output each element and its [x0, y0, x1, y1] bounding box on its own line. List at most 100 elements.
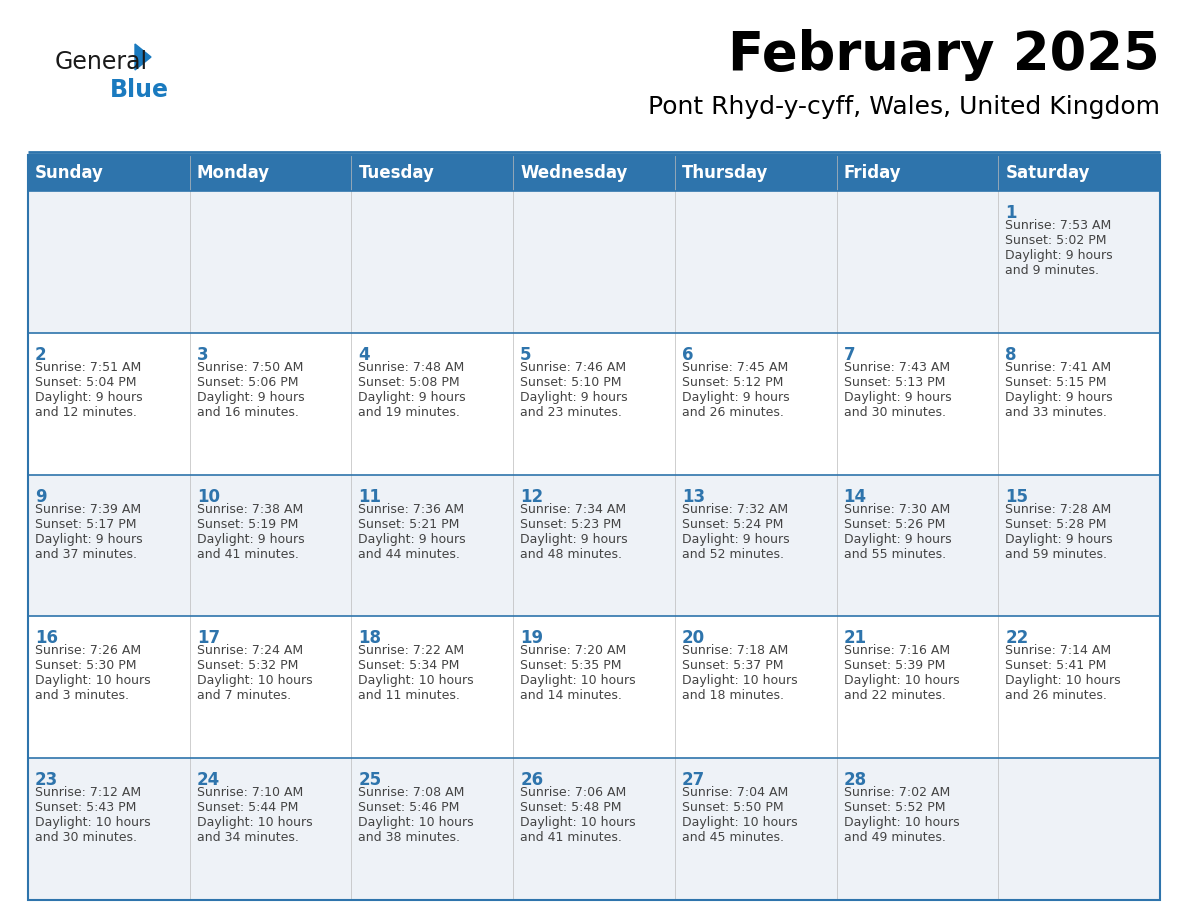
Text: 23: 23 [34, 771, 58, 789]
Text: Sunrise: 7:26 AM: Sunrise: 7:26 AM [34, 644, 141, 657]
Text: Daylight: 10 hours: Daylight: 10 hours [682, 816, 797, 829]
Text: General: General [55, 50, 148, 74]
FancyBboxPatch shape [29, 155, 1159, 191]
Text: 6: 6 [682, 346, 694, 364]
Text: Friday: Friday [843, 164, 902, 182]
Text: Daylight: 10 hours: Daylight: 10 hours [359, 816, 474, 829]
Text: Daylight: 9 hours: Daylight: 9 hours [34, 532, 143, 545]
Text: 24: 24 [197, 771, 220, 789]
Text: Sunset: 5:12 PM: Sunset: 5:12 PM [682, 375, 783, 389]
Text: and 14 minutes.: and 14 minutes. [520, 689, 623, 702]
Text: 8: 8 [1005, 346, 1017, 364]
Text: Daylight: 9 hours: Daylight: 9 hours [682, 532, 790, 545]
Text: Sunset: 5:08 PM: Sunset: 5:08 PM [359, 375, 460, 389]
FancyBboxPatch shape [29, 475, 1159, 616]
Text: and 41 minutes.: and 41 minutes. [520, 831, 623, 845]
Text: and 11 minutes.: and 11 minutes. [359, 689, 460, 702]
Text: Daylight: 9 hours: Daylight: 9 hours [843, 391, 952, 404]
Text: Daylight: 9 hours: Daylight: 9 hours [197, 532, 304, 545]
Text: 10: 10 [197, 487, 220, 506]
Text: and 37 minutes.: and 37 minutes. [34, 548, 137, 561]
Text: and 44 minutes.: and 44 minutes. [359, 548, 460, 561]
Text: 21: 21 [843, 630, 867, 647]
Text: Daylight: 9 hours: Daylight: 9 hours [1005, 249, 1113, 262]
Text: Tuesday: Tuesday [359, 164, 435, 182]
Text: Sunrise: 7:43 AM: Sunrise: 7:43 AM [843, 361, 949, 374]
Text: February 2025: February 2025 [728, 29, 1159, 81]
Text: Daylight: 10 hours: Daylight: 10 hours [34, 816, 151, 829]
Text: Daylight: 9 hours: Daylight: 9 hours [1005, 532, 1113, 545]
Text: and 7 minutes.: and 7 minutes. [197, 689, 291, 702]
FancyBboxPatch shape [29, 191, 1159, 333]
Text: Sunrise: 7:51 AM: Sunrise: 7:51 AM [34, 361, 141, 374]
Text: Sunset: 5:19 PM: Sunset: 5:19 PM [197, 518, 298, 531]
Text: and 9 minutes.: and 9 minutes. [1005, 264, 1099, 277]
Text: and 26 minutes.: and 26 minutes. [682, 406, 784, 419]
Text: Sunrise: 7:28 AM: Sunrise: 7:28 AM [1005, 502, 1112, 516]
Text: and 41 minutes.: and 41 minutes. [197, 548, 298, 561]
Text: and 59 minutes.: and 59 minutes. [1005, 548, 1107, 561]
Text: Sunset: 5:34 PM: Sunset: 5:34 PM [359, 659, 460, 672]
Text: Sunset: 5:15 PM: Sunset: 5:15 PM [1005, 375, 1107, 389]
Text: Sunday: Sunday [34, 164, 103, 182]
Text: 3: 3 [197, 346, 208, 364]
Text: and 22 minutes.: and 22 minutes. [843, 689, 946, 702]
Text: Sunrise: 7:45 AM: Sunrise: 7:45 AM [682, 361, 788, 374]
Text: Sunrise: 7:50 AM: Sunrise: 7:50 AM [197, 361, 303, 374]
Text: Sunset: 5:41 PM: Sunset: 5:41 PM [1005, 659, 1107, 672]
Text: Sunrise: 7:53 AM: Sunrise: 7:53 AM [1005, 219, 1112, 232]
Text: 20: 20 [682, 630, 704, 647]
FancyBboxPatch shape [29, 758, 1159, 900]
Text: Sunrise: 7:30 AM: Sunrise: 7:30 AM [843, 502, 950, 516]
Text: Sunset: 5:02 PM: Sunset: 5:02 PM [1005, 234, 1107, 247]
Text: Sunset: 5:39 PM: Sunset: 5:39 PM [843, 659, 944, 672]
Text: Sunrise: 7:48 AM: Sunrise: 7:48 AM [359, 361, 465, 374]
Text: Sunrise: 7:24 AM: Sunrise: 7:24 AM [197, 644, 303, 657]
Text: Daylight: 10 hours: Daylight: 10 hours [197, 675, 312, 688]
Text: Daylight: 9 hours: Daylight: 9 hours [359, 391, 466, 404]
Text: 5: 5 [520, 346, 532, 364]
Text: Daylight: 9 hours: Daylight: 9 hours [359, 532, 466, 545]
Text: and 16 minutes.: and 16 minutes. [197, 406, 298, 419]
Text: and 48 minutes.: and 48 minutes. [520, 548, 623, 561]
FancyBboxPatch shape [29, 616, 1159, 758]
Text: 1: 1 [1005, 204, 1017, 222]
FancyBboxPatch shape [29, 333, 1159, 475]
Text: Sunrise: 7:39 AM: Sunrise: 7:39 AM [34, 502, 141, 516]
Text: Sunset: 5:43 PM: Sunset: 5:43 PM [34, 801, 137, 814]
Text: 19: 19 [520, 630, 543, 647]
Text: Sunset: 5:06 PM: Sunset: 5:06 PM [197, 375, 298, 389]
Text: 15: 15 [1005, 487, 1029, 506]
Text: and 34 minutes.: and 34 minutes. [197, 831, 298, 845]
Text: Daylight: 10 hours: Daylight: 10 hours [1005, 675, 1121, 688]
Text: and 38 minutes.: and 38 minutes. [359, 831, 461, 845]
Text: Daylight: 9 hours: Daylight: 9 hours [1005, 391, 1113, 404]
Text: Daylight: 9 hours: Daylight: 9 hours [520, 532, 627, 545]
Text: 14: 14 [843, 487, 867, 506]
Text: Sunrise: 7:34 AM: Sunrise: 7:34 AM [520, 502, 626, 516]
Text: Sunrise: 7:18 AM: Sunrise: 7:18 AM [682, 644, 788, 657]
Polygon shape [135, 44, 151, 70]
Text: Thursday: Thursday [682, 164, 769, 182]
Text: Daylight: 9 hours: Daylight: 9 hours [682, 391, 790, 404]
Text: and 30 minutes.: and 30 minutes. [843, 406, 946, 419]
Text: and 55 minutes.: and 55 minutes. [843, 548, 946, 561]
Text: Sunset: 5:32 PM: Sunset: 5:32 PM [197, 659, 298, 672]
Text: Sunset: 5:04 PM: Sunset: 5:04 PM [34, 375, 137, 389]
Text: Daylight: 10 hours: Daylight: 10 hours [197, 816, 312, 829]
Text: 2: 2 [34, 346, 46, 364]
Text: Sunrise: 7:04 AM: Sunrise: 7:04 AM [682, 786, 788, 800]
Text: 7: 7 [843, 346, 855, 364]
Text: and 23 minutes.: and 23 minutes. [520, 406, 623, 419]
Text: Sunset: 5:23 PM: Sunset: 5:23 PM [520, 518, 621, 531]
Text: and 18 minutes.: and 18 minutes. [682, 689, 784, 702]
Text: Sunset: 5:28 PM: Sunset: 5:28 PM [1005, 518, 1107, 531]
Text: Sunset: 5:44 PM: Sunset: 5:44 PM [197, 801, 298, 814]
Text: Daylight: 9 hours: Daylight: 9 hours [843, 532, 952, 545]
Text: Sunset: 5:13 PM: Sunset: 5:13 PM [843, 375, 944, 389]
Text: 4: 4 [359, 346, 369, 364]
Text: Sunset: 5:26 PM: Sunset: 5:26 PM [843, 518, 944, 531]
Text: and 12 minutes.: and 12 minutes. [34, 406, 137, 419]
Text: Sunset: 5:37 PM: Sunset: 5:37 PM [682, 659, 783, 672]
Text: 9: 9 [34, 487, 46, 506]
